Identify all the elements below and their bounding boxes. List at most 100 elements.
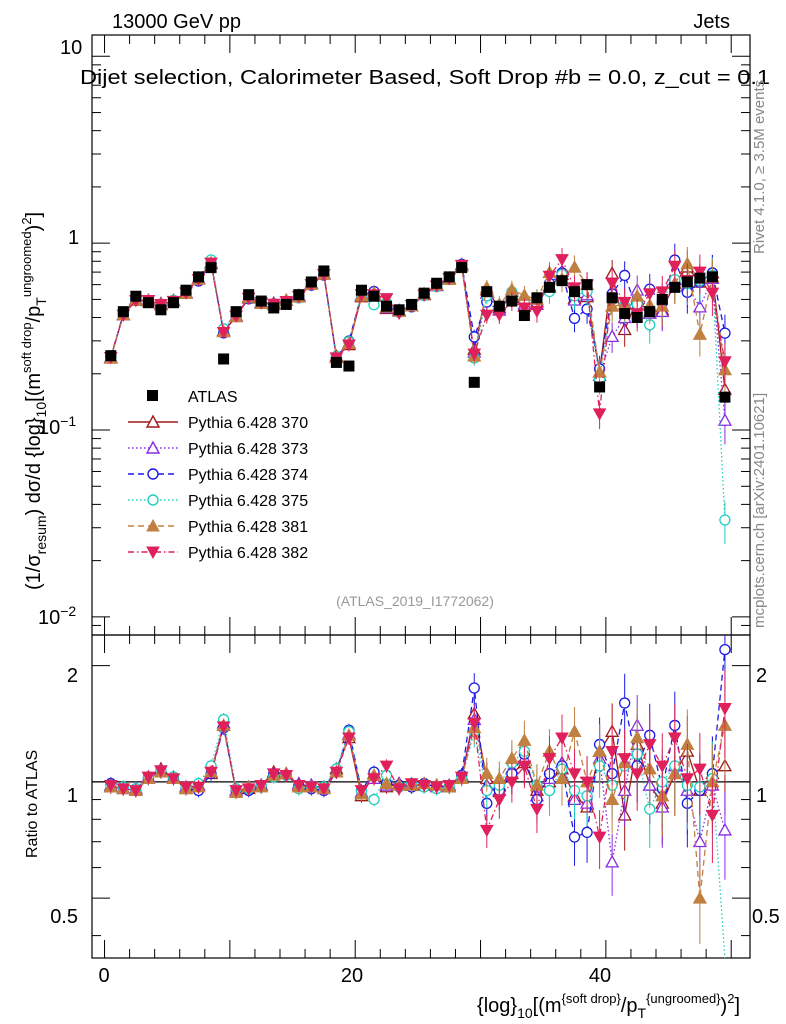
y-tick-label-0.1: 10−1 (38, 413, 76, 439)
y-axis-title-main: (1/σresum) dσ/d {log}10[(msoft drop/pTun… (19, 212, 49, 590)
atlas-data-point (631, 312, 643, 324)
data-point-main (342, 339, 356, 352)
data-point-ratio (479, 824, 494, 838)
atlas-data-point (355, 284, 367, 296)
data-point-main (692, 299, 707, 313)
data-point-ratio (555, 732, 569, 745)
data-point-ratio (680, 773, 695, 786)
data-point-main (568, 312, 581, 324)
atlas-data-point (243, 289, 255, 301)
data-point-main (605, 277, 619, 291)
data-point-ratio (129, 785, 143, 798)
data-point-main (555, 254, 569, 267)
data-point-ratio (379, 776, 394, 790)
data-point-ratio (166, 773, 181, 786)
data-point-ratio (605, 792, 620, 806)
y-title-part: /p (23, 306, 45, 323)
legend-marker (146, 518, 160, 532)
data-point-main (542, 270, 557, 284)
data-point-ratio (630, 730, 645, 744)
atlas-data-point (543, 281, 555, 293)
atlas-data-point (368, 290, 380, 302)
x-tick-label-20: 20 (341, 965, 363, 987)
y-tick-label-0.01: 10−2 (38, 603, 76, 629)
atlas-data-point (293, 289, 305, 301)
data-point-ratio (291, 779, 306, 793)
data-point-ratio (191, 781, 206, 795)
data-point-ratio (116, 783, 131, 796)
data-point-main (642, 288, 657, 301)
data-point-main (567, 259, 582, 273)
legend-label: Pythia 6.428 373 (188, 441, 308, 458)
data-point-ratio (517, 733, 532, 746)
legend-entry-381: Pythia 6.428 381 (128, 518, 308, 536)
atlas-data-point (669, 281, 681, 293)
atlas-data-point (142, 297, 154, 309)
legend-label: Pythia 6.428 382 (188, 545, 308, 562)
y-title-part: 2 (19, 217, 34, 224)
data-point-main (705, 287, 720, 301)
data-point-ratio (103, 779, 118, 793)
x-title-part: 10 (517, 1005, 533, 1021)
data-point-ratio (718, 703, 732, 716)
atlas-data-layer (105, 262, 731, 403)
data-point-main (655, 286, 670, 299)
data-point-ratio (266, 768, 281, 781)
legend-entry-373: Pythia 6.428 373 (128, 440, 308, 458)
legend-marker (147, 468, 159, 480)
x-title-part: 2 (727, 991, 734, 1006)
data-point-main (718, 356, 732, 369)
data-point-main (605, 329, 620, 343)
x-title-part: {log} (477, 995, 517, 1017)
y-title-part: (1/σ (23, 554, 45, 590)
legend-label: Pythia 6.428 370 (188, 415, 308, 432)
atlas-data-point (318, 265, 330, 277)
x-title-part: /p (621, 995, 638, 1017)
legend-entry-atlas: ATLAS (147, 389, 238, 406)
data-point-ratio (368, 793, 380, 806)
atlas-data-point (556, 275, 568, 287)
data-point-main (530, 305, 544, 319)
atlas-data-point (418, 287, 430, 299)
data-point-ratio (542, 753, 557, 766)
data-point-ratio (655, 760, 670, 773)
ratio-tick-label-1: 1 (67, 785, 78, 807)
legend-entry-370: Pythia 6.428 370 (128, 414, 308, 432)
atlas-data-point (393, 304, 405, 316)
y-tick-label-10: 10 (60, 37, 82, 59)
data-point-main (617, 296, 632, 310)
atlas-data-point (431, 277, 443, 289)
atlas-data-point (656, 293, 668, 305)
tick-exponent: −1 (60, 413, 76, 429)
legend: ATLAS Pythia 6.428 370 Pythia 6.428 373 … (128, 389, 308, 562)
data-point-main (479, 309, 494, 323)
series-line-ratio (110, 719, 726, 959)
data-point-ratio (442, 779, 457, 793)
data-point-ratio (317, 783, 331, 796)
data-point-ratio (617, 753, 632, 766)
legend-marker (147, 390, 158, 401)
atlas-data-point (569, 286, 581, 298)
data-point-ratio (354, 785, 369, 798)
data-point-ratio (667, 732, 682, 745)
atlas-data-point (456, 262, 468, 274)
y-title-part: [(m (23, 373, 45, 402)
tick-base: 1 (68, 227, 79, 249)
data-point-main (719, 514, 731, 526)
data-point-ratio (568, 831, 581, 843)
y-title-part: ungroomed (19, 231, 34, 297)
data-point-main (592, 364, 607, 378)
y-tick-label-1: 1 (68, 227, 79, 249)
atlas-data-point (619, 308, 631, 320)
data-point-ratio (581, 826, 593, 839)
data-point-main (692, 327, 707, 340)
legend-label: Pythia 6.428 374 (188, 467, 308, 484)
atlas-data-point (268, 302, 280, 314)
tick-base: 10 (38, 607, 60, 629)
atlas-data-point (280, 298, 292, 310)
data-point-ratio (379, 760, 394, 773)
atlas-data-point (117, 306, 129, 318)
data-point-ratio (342, 732, 356, 745)
axis-ticks (92, 35, 750, 958)
x-title-part: {ungroomed} (646, 991, 721, 1006)
